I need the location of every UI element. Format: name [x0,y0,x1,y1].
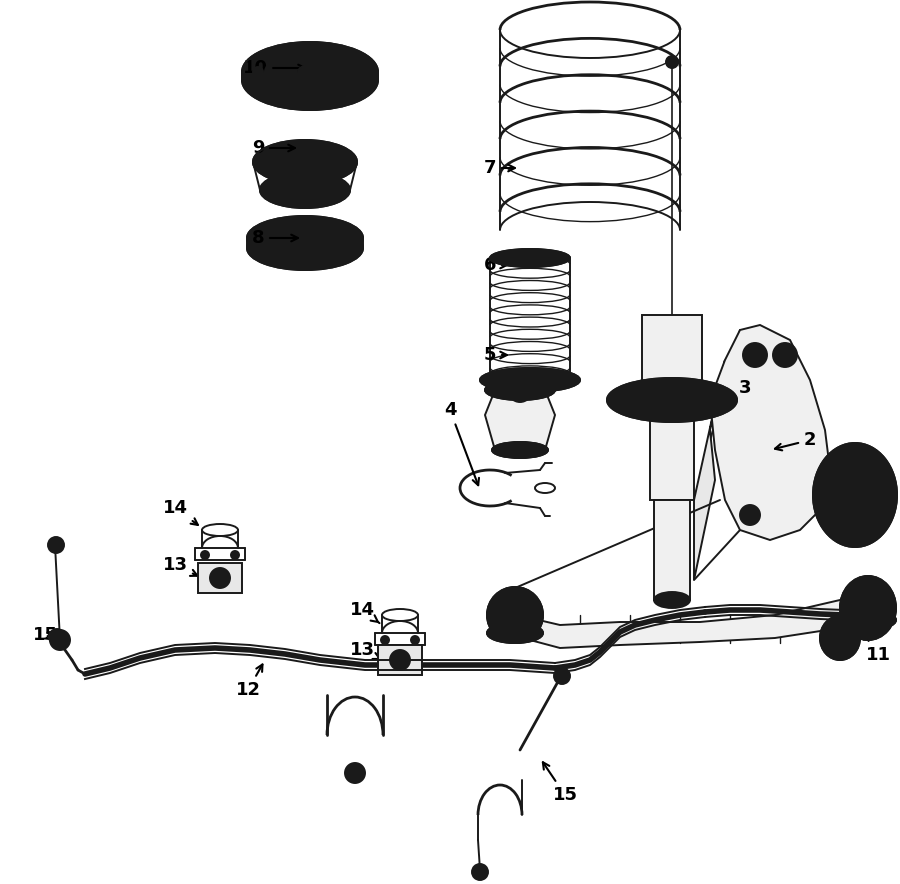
Circle shape [390,650,410,670]
Ellipse shape [490,249,570,267]
Ellipse shape [854,592,882,624]
Circle shape [740,505,760,525]
Circle shape [508,378,532,402]
Circle shape [667,411,677,421]
Circle shape [49,629,65,645]
Ellipse shape [654,592,690,608]
Circle shape [869,466,882,477]
Polygon shape [378,645,422,675]
Text: 15: 15 [543,762,578,804]
Text: 15: 15 [32,626,58,644]
Circle shape [272,85,282,95]
Circle shape [873,507,886,519]
Ellipse shape [253,140,357,184]
Circle shape [231,551,239,559]
Circle shape [554,668,570,684]
Ellipse shape [820,616,860,660]
Circle shape [743,343,767,367]
Circle shape [617,395,627,405]
Text: 1: 1 [854,459,866,490]
Circle shape [838,457,850,469]
Text: 14: 14 [163,499,198,525]
Circle shape [717,395,727,405]
Circle shape [845,485,865,505]
Text: 6: 6 [484,256,507,274]
Circle shape [773,343,797,367]
Ellipse shape [840,610,896,630]
Text: 14: 14 [349,601,380,623]
Polygon shape [485,390,555,450]
Circle shape [323,88,333,99]
Text: 9: 9 [252,139,295,157]
Circle shape [381,636,389,644]
Circle shape [253,67,263,77]
Ellipse shape [247,226,363,270]
Circle shape [667,379,677,389]
Ellipse shape [247,216,363,260]
Circle shape [210,568,230,588]
Ellipse shape [492,442,548,458]
Polygon shape [710,325,830,540]
Text: 5: 5 [484,346,507,364]
Polygon shape [654,500,690,600]
Circle shape [354,75,364,85]
Text: 13: 13 [349,641,381,659]
Text: 3: 3 [719,379,752,407]
Ellipse shape [480,368,580,392]
Circle shape [411,636,419,644]
Ellipse shape [242,50,378,110]
Circle shape [287,45,297,56]
Text: 4: 4 [444,401,479,485]
Text: 2: 2 [775,431,816,450]
Circle shape [666,56,678,68]
Circle shape [500,600,530,630]
Text: 7: 7 [484,159,515,177]
Polygon shape [505,590,875,648]
Text: 13: 13 [163,556,197,575]
Polygon shape [694,360,725,580]
Text: 11: 11 [863,632,890,664]
Ellipse shape [487,623,543,643]
Text: 10: 10 [242,59,305,77]
Ellipse shape [840,576,896,640]
Text: 8: 8 [252,229,298,247]
Circle shape [472,864,488,880]
Circle shape [48,537,64,553]
Ellipse shape [607,378,737,422]
Circle shape [487,587,543,643]
Circle shape [821,492,833,505]
Circle shape [50,630,70,650]
Circle shape [338,50,348,59]
Ellipse shape [242,42,378,102]
Polygon shape [198,563,242,593]
Ellipse shape [298,65,322,79]
Circle shape [345,763,365,783]
Ellipse shape [813,443,897,547]
Ellipse shape [260,172,350,208]
Circle shape [201,551,209,559]
Circle shape [843,523,855,535]
Polygon shape [650,395,694,500]
Text: 12: 12 [236,665,263,699]
Ellipse shape [485,380,555,400]
Polygon shape [642,315,702,395]
Ellipse shape [642,388,702,412]
